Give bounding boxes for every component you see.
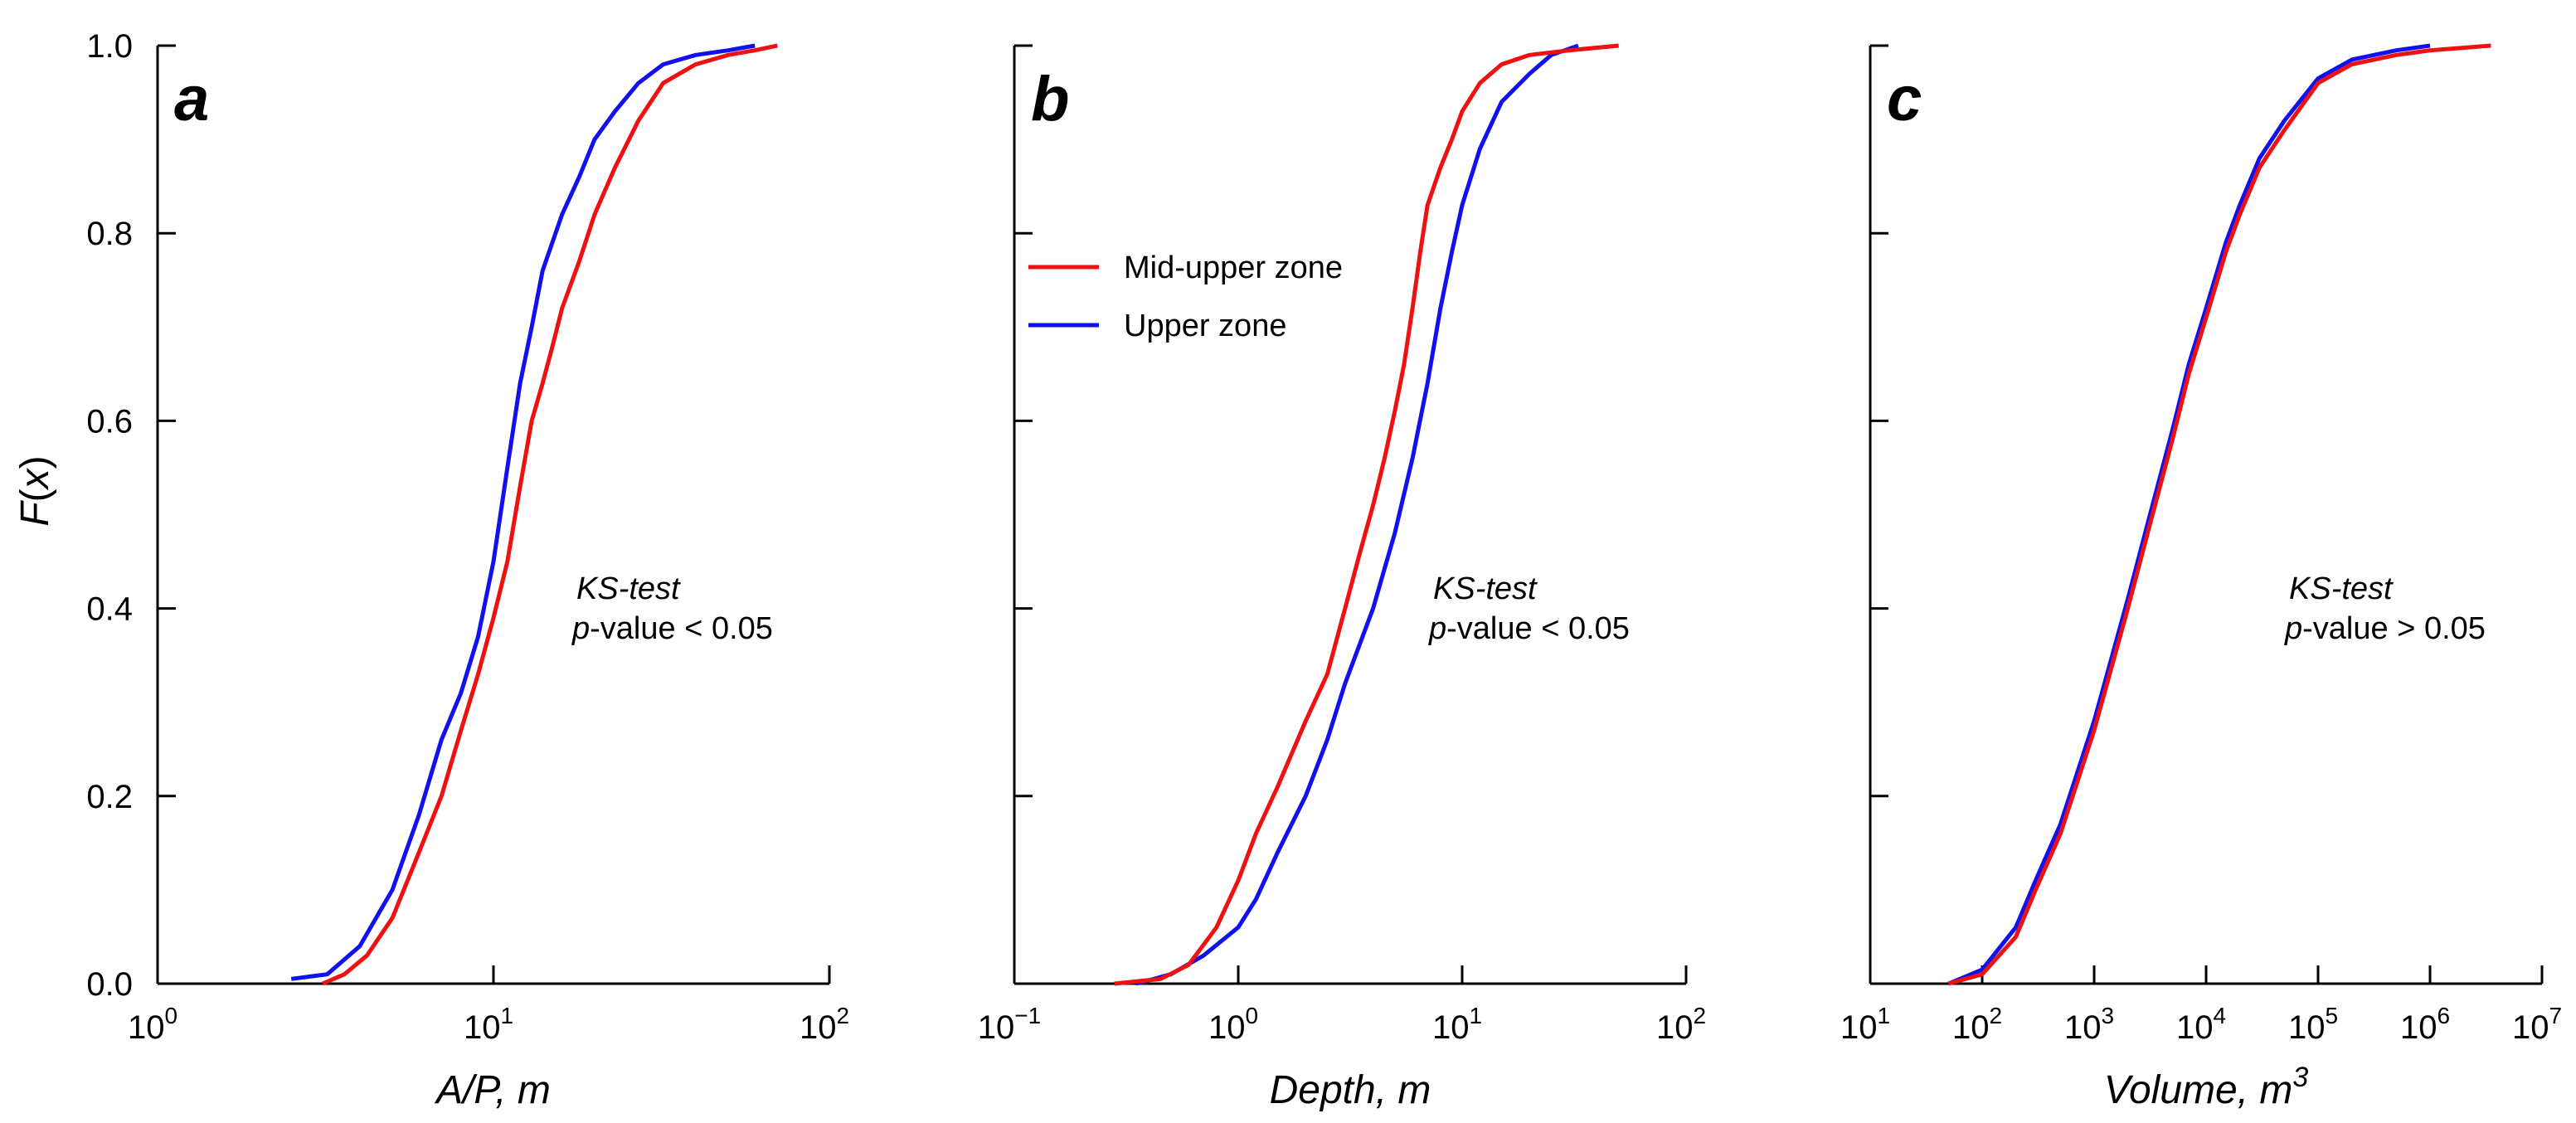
p-symbol: p <box>1428 611 1446 646</box>
y-tick-label: 0.2 <box>86 779 133 815</box>
y-axis-title-close: ) <box>13 455 57 469</box>
legend-item-mid-upper-zone: Mid-upper zone <box>1028 250 1343 285</box>
x-tick-label: 101 <box>1432 1003 1482 1046</box>
y-tick-label: 0.8 <box>86 216 133 252</box>
x-tick-base: 10 <box>2288 1009 2326 1046</box>
x-tick-base: 10 <box>1952 1009 1990 1046</box>
legend-label: Mid-upper zone <box>1124 250 1343 285</box>
y-tick-label: 0.0 <box>86 966 133 1003</box>
series-line-mid-upper-zone <box>1947 43 2491 986</box>
x-tick-exponent: 7 <box>2549 1003 2562 1028</box>
p-value-label: p-value < 0.05 <box>571 611 773 646</box>
x-tick-exponent: 5 <box>2325 1003 2338 1028</box>
y-axis-title-open: ( <box>13 489 57 502</box>
x-tick-exponent: 2 <box>836 1003 849 1028</box>
x-tick-label: 101 <box>464 1003 513 1046</box>
panel-letter: b <box>1031 64 1069 134</box>
panel-letter: a <box>174 64 209 134</box>
x-tick-exponent: 1 <box>1469 1003 1482 1028</box>
x-tick-base: 10 <box>2064 1009 2102 1046</box>
x-tick-base: 10 <box>978 1009 1015 1046</box>
ks-test-label: KS-test <box>2289 571 2394 606</box>
x-tick-exponent: 1 <box>500 1003 513 1028</box>
x-tick-base: 10 <box>2400 1009 2437 1046</box>
legend: Mid-upper zone Upper zone <box>1028 250 1343 343</box>
x-tick-exponent: 3 <box>2101 1003 2114 1028</box>
x-tick-exponent: −1 <box>1014 1003 1041 1028</box>
p-value-label: p-value < 0.05 <box>1428 611 1630 646</box>
x-tick-exponent: 2 <box>1693 1003 1706 1028</box>
p-value-text: -value < 0.05 <box>590 611 773 646</box>
x-tick-label: 102 <box>800 1003 849 1046</box>
x-tick-label: 100 <box>1208 1003 1258 1046</box>
x-tick-base: 10 <box>1840 1009 1878 1046</box>
series-line-mid-upper-zone <box>1114 43 1619 986</box>
x-tick-exponent: 6 <box>2437 1003 2450 1028</box>
p-symbol: p <box>571 611 590 646</box>
x-tick-label: 105 <box>2288 1003 2338 1046</box>
x-axis-title: Volume, m3 <box>2104 1062 2309 1112</box>
x-tick-exponent: 0 <box>1245 1003 1258 1028</box>
x-tick-exponent: 0 <box>164 1003 177 1028</box>
x-tick-label: 100 <box>128 1003 177 1046</box>
x-axis-title: Depth, m <box>1270 1068 1431 1112</box>
legend-label: Upper zone <box>1124 309 1286 343</box>
x-axis-title-superscript: 3 <box>2292 1062 2308 1093</box>
x-tick-label: 103 <box>2064 1003 2114 1046</box>
x-tick-base: 10 <box>2512 1009 2549 1046</box>
p-value-label: p-value > 0.05 <box>2284 611 2486 646</box>
x-tick-label: 104 <box>2176 1003 2226 1046</box>
p-value-text: -value < 0.05 <box>1446 611 1630 646</box>
series-line-upper-zone <box>1135 43 1579 986</box>
x-tick-label: 102 <box>1952 1003 2002 1046</box>
x-tick-base: 10 <box>2176 1009 2214 1046</box>
x-tick-base: 10 <box>1208 1009 1246 1046</box>
x-tick-label: 10−1 <box>978 1003 1041 1046</box>
y-tick-label: 0.4 <box>86 591 133 628</box>
x-axis-title-text: Depth, m <box>1270 1068 1431 1112</box>
x-tick-label: 101 <box>1840 1003 1890 1046</box>
series-line-upper-zone <box>290 43 756 981</box>
ks-test-label: KS-test <box>576 571 681 606</box>
x-tick-exponent: 2 <box>1989 1003 2002 1028</box>
x-tick-label: 107 <box>2512 1003 2562 1046</box>
panel-letter: c <box>1887 64 1922 134</box>
x-tick-base: 10 <box>1656 1009 1694 1046</box>
series-line-upper-zone <box>1947 43 2431 986</box>
y-tick-label: 1.0 <box>86 28 133 65</box>
x-axis-title-text: A/P, m <box>434 1068 551 1112</box>
x-tick-base: 10 <box>1432 1009 1470 1046</box>
x-tick-label: 102 <box>1656 1003 1706 1046</box>
x-tick-exponent: 1 <box>1877 1003 1890 1028</box>
p-symbol: p <box>2284 611 2302 646</box>
y-axis-title-f: F <box>13 500 57 527</box>
x-tick-base: 10 <box>800 1009 837 1046</box>
x-tick-exponent: 4 <box>2213 1003 2226 1028</box>
y-axis-title-var: x <box>13 467 57 490</box>
y-axis-title: F(x) <box>13 455 57 526</box>
x-axis-title-text: Volume, m <box>2104 1068 2293 1112</box>
y-tick-label: 0.6 <box>86 403 133 440</box>
x-axis-title: A/P, m <box>434 1068 551 1112</box>
x-tick-base: 10 <box>464 1009 501 1046</box>
p-value-text: -value > 0.05 <box>2302 611 2486 646</box>
series-line-mid-upper-zone <box>322 43 778 986</box>
legend-item-upper-zone: Upper zone <box>1028 309 1286 343</box>
x-tick-base: 10 <box>128 1009 165 1046</box>
ks-test-label: KS-test <box>1433 571 1538 606</box>
x-tick-label: 106 <box>2400 1003 2450 1046</box>
